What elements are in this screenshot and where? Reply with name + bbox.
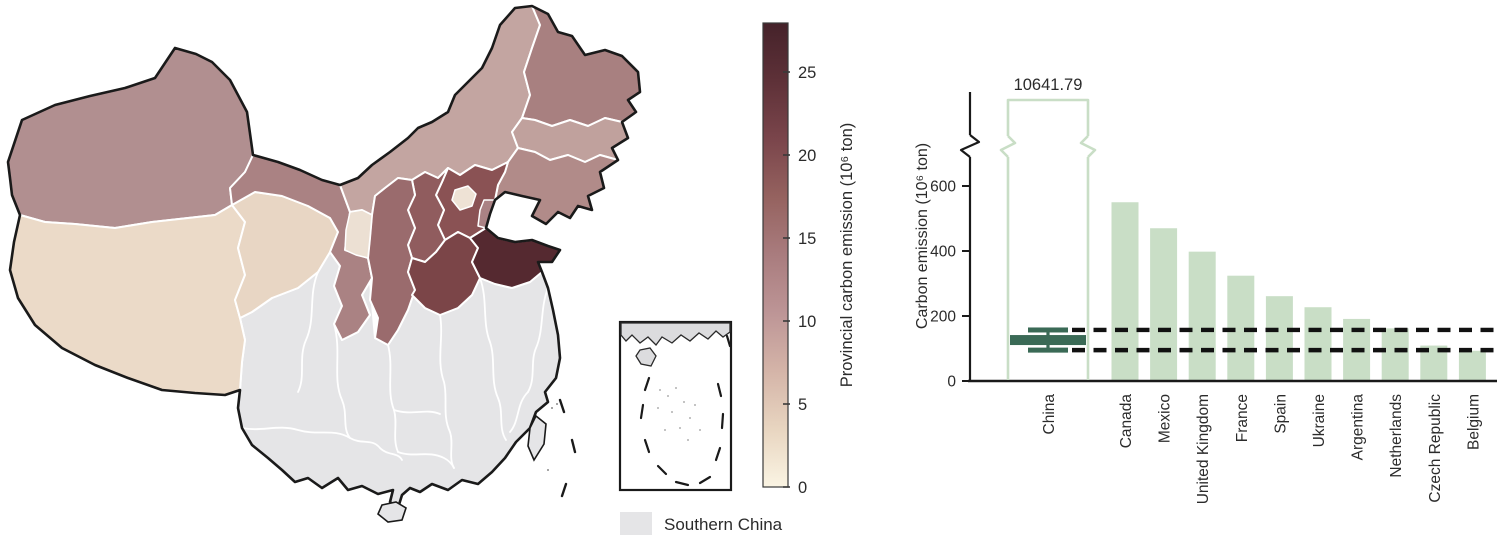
island-hainan	[377, 501, 407, 523]
province-xinjiang	[7, 47, 254, 229]
error-bar-cap-bottom	[1028, 347, 1068, 353]
small-islands-dots	[547, 403, 558, 471]
legend-label-southern-china: Southern China	[664, 515, 783, 534]
colorbar-tick-label: 25	[798, 64, 816, 82]
reference-dashed-lines	[1072, 327, 1496, 353]
colorbar: 0 5 10 15 20 25 Provincial carbon emission (1…	[762, 22, 856, 497]
carbon-emission-bar-chart: 0 200 400 600 China Canada Mexico United Kingdo…	[914, 76, 1497, 505]
south-china-sea-inset	[618, 320, 733, 492]
colorbar-tick-label: 0	[798, 479, 807, 497]
y-tick-label: 0	[947, 374, 956, 391]
inset-hainan	[635, 347, 657, 367]
x-tick-label-netherlands: Netherlands	[1388, 394, 1405, 478]
bar-united-kingdom	[1188, 251, 1216, 381]
x-tick-label-china: China	[1041, 394, 1058, 435]
china-bar-outline	[999, 98, 1097, 380]
x-tick-label-ukraine: Ukraine	[1311, 394, 1328, 447]
colorbar-tick-label: 15	[798, 230, 816, 248]
x-tick-label-argentina: Argentina	[1350, 394, 1367, 461]
province-heilongjiang	[521, 5, 641, 127]
china-bar-value-label: 10641.79	[1014, 76, 1083, 94]
bar-belgium	[1458, 350, 1486, 381]
y-tick-label: 400	[930, 244, 956, 261]
colorbar-label: Provincial carbon emission (10⁶ ton)	[838, 123, 856, 388]
bar-canada	[1111, 202, 1139, 381]
x-tick-label-france: France	[1234, 394, 1251, 442]
colorbar-ticks: 0 5 10 15 20 25	[783, 64, 816, 497]
colorbar-tick-label: 5	[798, 396, 807, 414]
province-beijing	[451, 185, 477, 211]
china-choropleth-map: Southern China 0 5 10 15 20 25 Provincial car…	[6, 4, 856, 535]
x-tick-label-spain: Spain	[1272, 394, 1289, 434]
y-tick-label: 200	[930, 309, 956, 326]
colorbar-tick-label: 10	[798, 313, 816, 331]
legend-swatch-southern-china	[620, 512, 652, 535]
bar-ukraine	[1304, 307, 1332, 381]
inset-island-dots	[657, 387, 701, 441]
x-tick-label-united-kingdom: United Kingdom	[1195, 394, 1212, 504]
province-tibet	[9, 204, 246, 396]
y-tick-label: 600	[930, 179, 956, 196]
province-shaanxi	[367, 177, 416, 346]
x-tick-label-mexico: Mexico	[1157, 394, 1174, 443]
china-error-bar	[1010, 327, 1086, 353]
axes-layer: 0 200 400 600 China Canada Mexico United Kingdo…	[930, 179, 1482, 505]
x-tick-label-czech-republic: Czech Republic	[1427, 394, 1444, 503]
bar-spain	[1265, 296, 1293, 381]
province-ningxia	[344, 209, 373, 259]
inset-coastline	[620, 322, 731, 346]
x-tick-label-canada: Canada	[1118, 394, 1135, 449]
x-tick-label-belgium: Belgium	[1465, 394, 1482, 450]
bar-netherlands	[1381, 328, 1409, 381]
y-axis-label: Carbon emission (10⁶ ton)	[914, 143, 931, 329]
bars-layer	[1111, 202, 1486, 381]
bar-mexico	[1150, 228, 1178, 381]
nine-dash-line-mainmap	[558, 398, 577, 498]
colorbar-gradient	[762, 22, 789, 488]
island-taiwan	[527, 414, 547, 462]
y-axis-break-icon	[959, 134, 981, 158]
error-bar-mean	[1010, 335, 1086, 346]
southern-china-internal-borders	[241, 271, 549, 469]
china-border-outline	[6, 4, 642, 510]
error-bar-cap-top	[1028, 327, 1068, 333]
province-shandong	[469, 227, 561, 289]
colorbar-tick-label: 20	[798, 147, 816, 165]
nine-dash-line-inset	[639, 334, 732, 487]
